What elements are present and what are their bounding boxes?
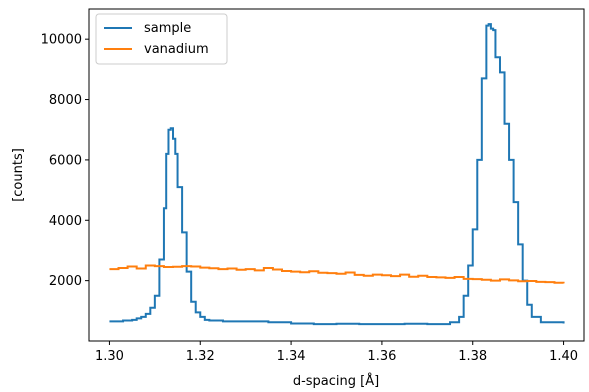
series-line-sample (109, 23, 565, 326)
x-tick-label: 1.34 (277, 349, 306, 364)
x-axis-label: d-spacing [Å] (293, 373, 379, 389)
x-tick-label: 1.32 (186, 349, 215, 364)
plot-frame (88, 8, 585, 342)
series-layer (109, 23, 565, 326)
legend-label-vanadium: vanadium (144, 42, 209, 57)
legend-box (95, 13, 228, 65)
y-tick-label: 6000 (49, 153, 82, 168)
x-tick-label: 1.30 (95, 349, 124, 364)
x-axis-ticks: 1.30 1.32 1.34 1.36 1.38 1.40 (95, 341, 578, 364)
legend-label-sample: sample (144, 21, 191, 36)
y-tick-label: 8000 (49, 93, 82, 108)
legend: sample vanadium (95, 13, 228, 65)
x-tick-label: 1.36 (367, 349, 396, 364)
y-axis-label: [counts] (11, 148, 26, 202)
y-tick-label: 2000 (49, 274, 82, 289)
y-tick-label: 4000 (49, 214, 82, 229)
x-tick-label: 1.38 (458, 349, 487, 364)
y-axis-ticks: 2000 4000 6000 8000 10000 (41, 33, 89, 289)
series-line-vanadium (109, 264, 565, 284)
x-tick-label: 1.40 (549, 349, 578, 364)
y-tick-label: 10000 (41, 33, 82, 48)
